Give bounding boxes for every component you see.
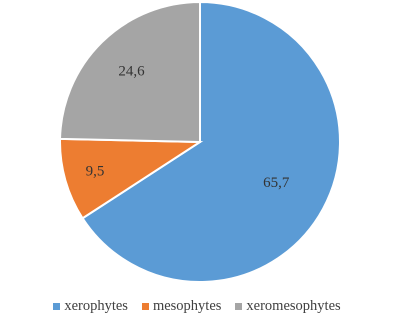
pie-slices <box>59 0 341 283</box>
legend-item-xerophytes: xerophytes <box>53 298 128 315</box>
legend-label-xerophytes: xerophytes <box>64 297 128 314</box>
chart-legend: xerophytes mesophytes xeromesophytes <box>0 294 394 318</box>
legend-swatch-xeromesophytes <box>235 302 243 310</box>
pie-chart: 65,7 9,5 24,6 <box>59 0 341 283</box>
legend-item-xeromesophytes: xeromesophytes <box>235 297 341 315</box>
legend-label-xeromesophytes: xeromesophytes <box>246 297 341 314</box>
data-label-xerophytes: 65,7 <box>263 175 290 191</box>
data-label-mesophytes: 9,5 <box>86 163 105 179</box>
legend-item-mesophytes: mesophytes <box>141 297 222 315</box>
pie-slice-mesophytes <box>59 137 204 220</box>
legend-label-mesophytes: mesophytes <box>152 297 222 314</box>
pie-data-labels: 65,7 9,5 24,6 <box>86 63 290 190</box>
pie-slice-xerophytes <box>81 0 341 283</box>
legend-swatch-xerophytes <box>53 302 61 310</box>
data-label-xeromesophytes: 24,6 <box>118 63 145 79</box>
pie-slice-xeromesophytes <box>59 0 201 144</box>
legend-swatch-mesophytes <box>141 302 149 310</box>
